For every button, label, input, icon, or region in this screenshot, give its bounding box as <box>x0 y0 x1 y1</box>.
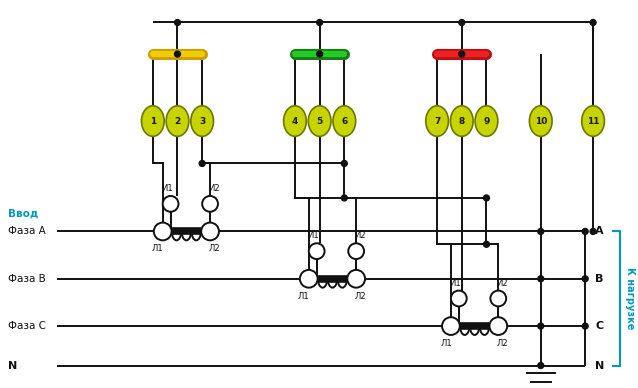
Circle shape <box>316 19 323 26</box>
Text: И1: И1 <box>161 184 172 193</box>
Text: И1: И1 <box>449 279 461 288</box>
Circle shape <box>484 241 489 247</box>
Circle shape <box>201 223 219 240</box>
Text: Л2: Л2 <box>354 292 366 301</box>
Circle shape <box>341 161 347 166</box>
Circle shape <box>590 19 596 26</box>
Circle shape <box>163 196 179 212</box>
Text: А: А <box>595 227 604 236</box>
Circle shape <box>175 51 181 57</box>
Circle shape <box>484 195 489 201</box>
Ellipse shape <box>450 106 473 136</box>
Text: Л2: Л2 <box>496 339 508 348</box>
Text: И2: И2 <box>208 184 220 193</box>
Circle shape <box>590 229 596 234</box>
Circle shape <box>538 323 544 329</box>
Text: 4: 4 <box>292 116 298 126</box>
Ellipse shape <box>475 106 498 136</box>
Text: Л1: Л1 <box>152 244 163 253</box>
Text: Л2: Л2 <box>208 244 220 253</box>
Circle shape <box>341 195 347 201</box>
Ellipse shape <box>333 106 355 136</box>
Text: 1: 1 <box>150 116 156 126</box>
Text: 10: 10 <box>535 116 547 126</box>
Circle shape <box>451 291 467 307</box>
Text: 11: 11 <box>587 116 599 126</box>
Text: 5: 5 <box>316 116 323 126</box>
Text: 2: 2 <box>174 116 181 126</box>
Circle shape <box>442 317 460 335</box>
Text: Фаза В: Фаза В <box>8 274 45 284</box>
Text: 8: 8 <box>459 116 465 126</box>
Text: 3: 3 <box>199 116 205 126</box>
Circle shape <box>538 229 544 234</box>
Circle shape <box>538 362 544 369</box>
Circle shape <box>459 51 464 57</box>
Ellipse shape <box>308 106 331 136</box>
Text: 7: 7 <box>434 116 440 126</box>
Circle shape <box>154 223 172 240</box>
Circle shape <box>347 270 365 288</box>
Text: N: N <box>595 360 604 371</box>
Circle shape <box>491 291 506 307</box>
Text: И2: И2 <box>496 279 508 288</box>
Text: 9: 9 <box>483 116 489 126</box>
Text: Л1: Л1 <box>440 339 452 348</box>
Ellipse shape <box>284 106 306 136</box>
Circle shape <box>459 19 464 26</box>
Text: Фаза С: Фаза С <box>8 321 46 331</box>
Circle shape <box>582 229 588 234</box>
Text: К нагрузке: К нагрузке <box>625 267 635 330</box>
Circle shape <box>582 276 588 282</box>
Text: И2: И2 <box>354 231 366 240</box>
Circle shape <box>348 243 364 259</box>
Circle shape <box>316 51 323 57</box>
Circle shape <box>202 196 218 212</box>
Circle shape <box>538 276 544 282</box>
Text: С: С <box>595 321 603 331</box>
Ellipse shape <box>191 106 214 136</box>
Circle shape <box>309 243 325 259</box>
Text: Фаза А: Фаза А <box>8 227 45 236</box>
Text: Л1: Л1 <box>298 292 309 301</box>
Text: В: В <box>595 274 604 284</box>
Text: И1: И1 <box>307 231 318 240</box>
Circle shape <box>175 19 181 26</box>
Text: 6: 6 <box>341 116 348 126</box>
Ellipse shape <box>166 106 189 136</box>
Ellipse shape <box>530 106 552 136</box>
Ellipse shape <box>582 106 604 136</box>
Circle shape <box>199 161 205 166</box>
Text: Ввод: Ввод <box>8 209 38 219</box>
Ellipse shape <box>426 106 449 136</box>
Circle shape <box>582 323 588 329</box>
Text: N: N <box>8 360 17 371</box>
Circle shape <box>300 270 318 288</box>
Circle shape <box>489 317 507 335</box>
Ellipse shape <box>142 106 164 136</box>
